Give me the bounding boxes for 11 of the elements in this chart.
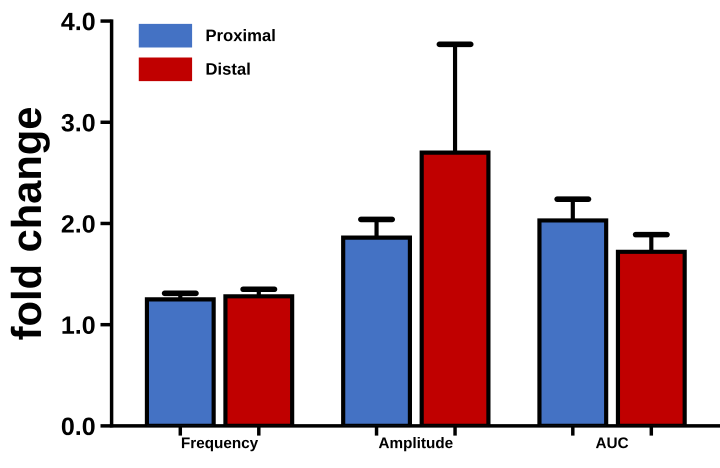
x-tick-label: Amplitude <box>378 436 453 452</box>
legend-label: Proximal <box>206 29 275 42</box>
y-tick-label: 3.0 <box>61 114 95 132</box>
x-tick-label: Frequency <box>182 438 258 452</box>
y-tick-label: 4.0 <box>61 12 95 30</box>
y-axis-title: fold change <box>10 108 50 340</box>
x-tick-label: AUC <box>596 437 628 448</box>
y-tick-label: 1.0 <box>62 316 95 334</box>
y-tick-label: 0.0 <box>62 417 95 436</box>
legend-label: Distal <box>206 62 250 75</box>
y-tick-label: 2.0 <box>62 215 95 233</box>
